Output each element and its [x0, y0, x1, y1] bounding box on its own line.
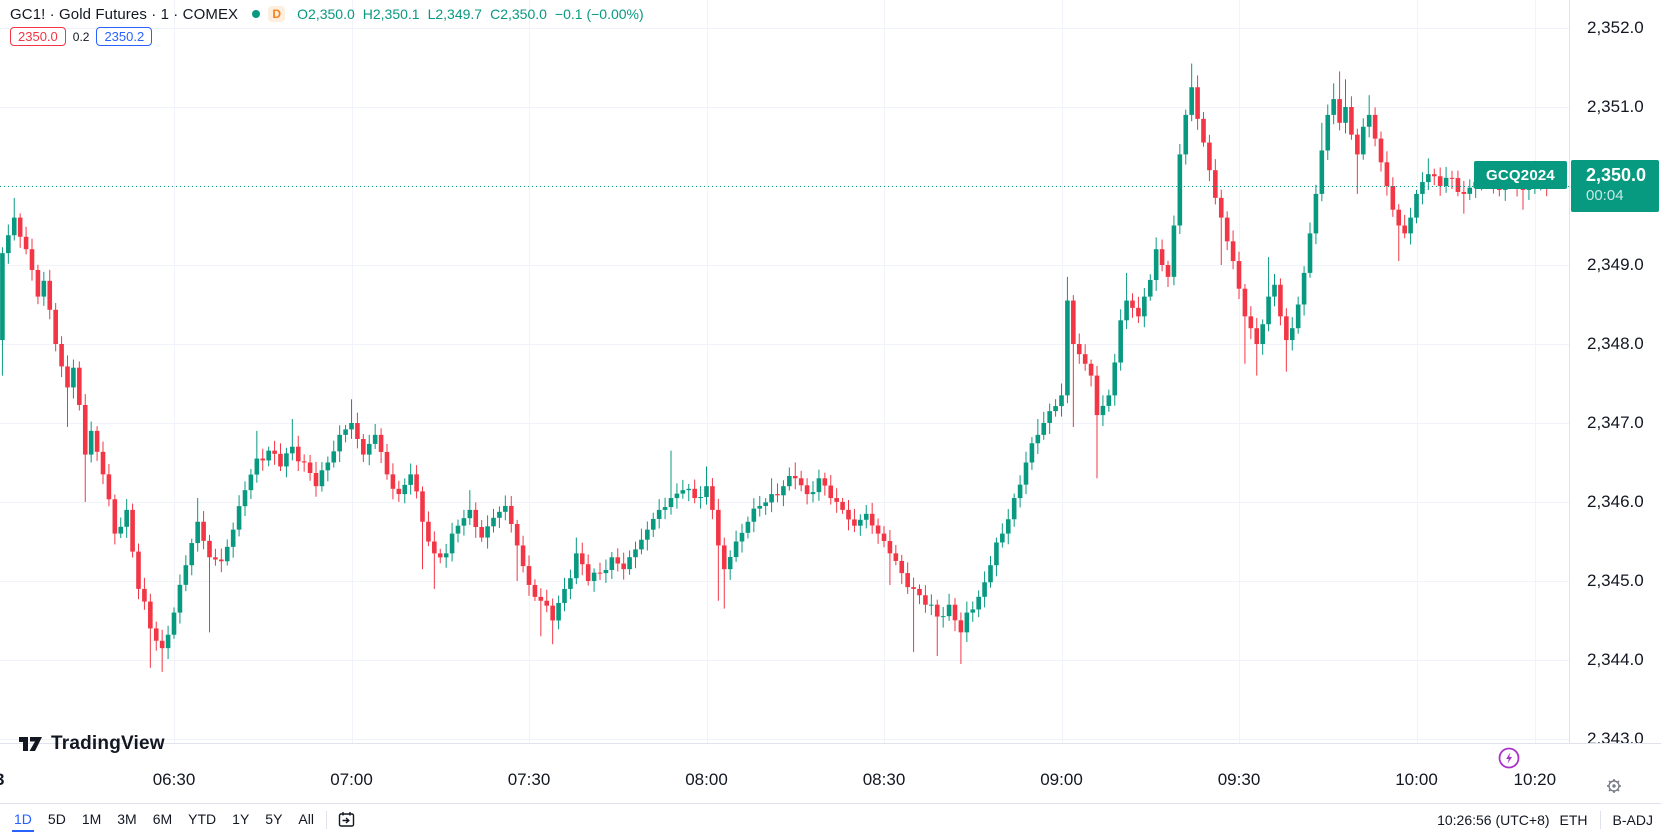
ask-price-button[interactable]: 2350.2	[96, 27, 153, 46]
status-divider	[1599, 810, 1601, 829]
ohlc-close: C2,350.0	[490, 6, 547, 22]
price-tick-label: 2,345.0	[1587, 571, 1644, 590]
candlestick-chart-canvas[interactable]	[0, 0, 1661, 743]
last-price-value: 2,350.0	[1586, 165, 1647, 185]
price-tick-label: 2,344.0	[1587, 650, 1644, 669]
ohlc-low: L2,349.7	[427, 6, 483, 22]
spread-value: 0.2	[72, 29, 90, 44]
range-button-5d[interactable]: 5D	[47, 810, 66, 827]
market-open-dot-icon	[252, 10, 261, 18]
tradingview-watermark[interactable]: TradingView	[18, 733, 165, 755]
time-tick-label: 07:30	[507, 770, 551, 789]
adjustment-badge[interactable]: B-ADJ	[1612, 811, 1653, 828]
time-axis[interactable]: 3 06:30 07:00 07:30 08:00 08:30 09:00 09:30 10:…	[0, 743, 1661, 803]
tradingview-logo-icon	[19, 737, 42, 751]
price-tick-label: 2,348.0	[1587, 334, 1644, 353]
range-button-1y[interactable]: 1Y	[232, 810, 250, 827]
range-button-3m[interactable]: 3M	[117, 810, 137, 827]
last-price-axis-label: 2,350.0 00:04	[1571, 160, 1659, 212]
date-range-switcher: 1D 5D 1M 3M 6M YTD 1Y 5Y All	[0, 808, 316, 832]
range-button-6m[interactable]: 6M	[152, 810, 173, 827]
go-to-date-button[interactable]	[337, 810, 356, 829]
time-tick-label: 08:00	[685, 770, 728, 789]
symbol-legend: GC1! · Gold Futures · 1 · COMEX D O2,350…	[10, 5, 644, 46]
status-row: 10:26:56 (UTC+8) ETH B-ADJ	[1437, 810, 1661, 829]
bar-countdown: 00:04	[1586, 187, 1624, 204]
price-axis[interactable]: 2,352.0 2,351.0 2,349.0 2,348.0 2,347.0 2,346…	[1569, 0, 1661, 803]
gear-icon[interactable]	[1604, 776, 1624, 796]
bid-price-button[interactable]: 2350.0	[10, 27, 66, 46]
toolbar-divider	[325, 810, 327, 829]
price-tick-label: 2,351.0	[1587, 97, 1644, 116]
data-delay-badge[interactable]: D	[268, 6, 286, 22]
symbol-title[interactable]: GC1! · Gold Futures · 1 · COMEX	[10, 5, 239, 23]
time-tick-label: 09:30	[1217, 770, 1261, 789]
time-tick-label: 06:30	[152, 770, 196, 789]
time-tick-label: 07:00	[330, 770, 373, 789]
price-tick-label: 2,352.0	[1587, 18, 1644, 37]
contract-price-flag: GCQ2024	[1474, 161, 1567, 189]
range-button-all[interactable]: All	[298, 810, 314, 827]
time-tick-label: 09:00	[1040, 770, 1083, 789]
range-button-5y[interactable]: 5Y	[265, 810, 283, 827]
ohlc-values: O2,350.0 H2,350.1 L2,349.7 C2,350.0 −0.1…	[297, 6, 644, 22]
session-eth-toggle[interactable]: ETH	[1559, 811, 1588, 828]
time-tick-label: 10:00	[1395, 770, 1438, 789]
price-tick-label: 2,347.0	[1587, 413, 1644, 432]
ohlc-high: H2,350.1	[362, 6, 420, 22]
date-tick-label: 3	[0, 770, 4, 790]
range-button-1m[interactable]: 1M	[81, 810, 102, 827]
price-tick-label: 2,346.0	[1587, 492, 1644, 511]
range-button-ytd[interactable]: YTD	[188, 810, 217, 827]
time-tick-label: 08:30	[862, 770, 906, 789]
ohlc-open: O2,350.0	[297, 6, 355, 22]
ohlc-change: −0.1 (−0.00%)	[554, 6, 644, 22]
tradingview-logo-text: TradingView	[51, 733, 165, 754]
clock-timezone[interactable]: 10:26:56 (UTC+8)	[1437, 811, 1550, 828]
lightning-icon[interactable]	[1497, 746, 1521, 770]
time-tick-label: 10:20	[1513, 770, 1557, 789]
range-button-1d[interactable]: 1D	[12, 808, 34, 832]
bottom-toolbar: 1D 5D 1M 3M 6M YTD 1Y 5Y All 10:26:56 (UTC+8) ET…	[0, 803, 1661, 835]
price-tick-label: 2,349.0	[1587, 255, 1644, 274]
